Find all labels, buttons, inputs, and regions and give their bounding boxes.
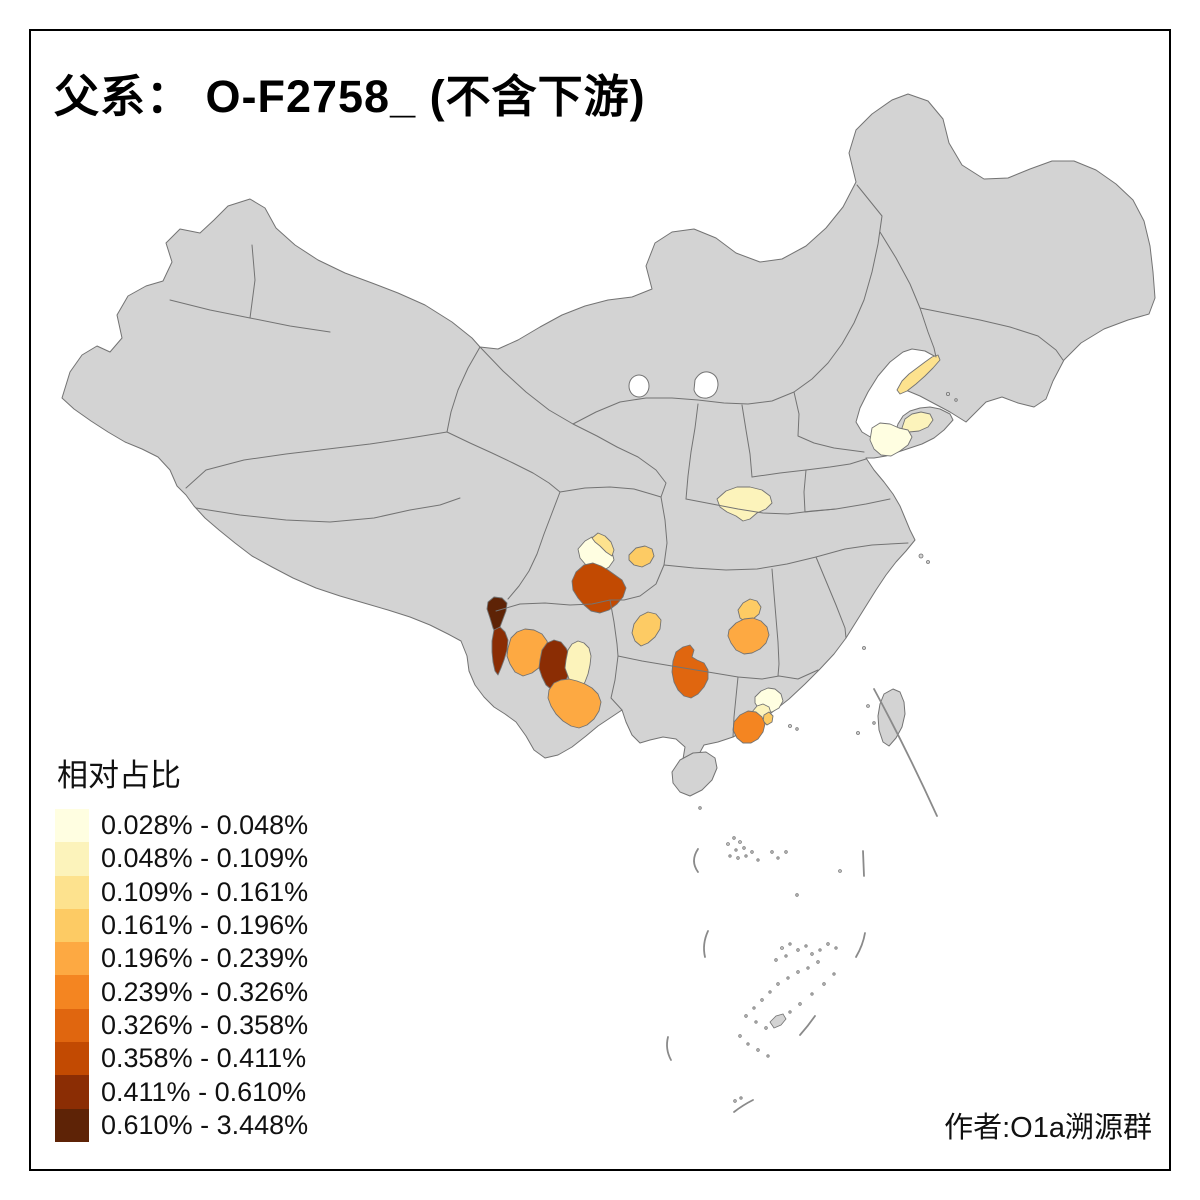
- legend-swatch: [55, 1042, 89, 1076]
- legend-items: 0.028% - 0.048% 0.048% - 0.109% 0.109% - 0…: [55, 809, 308, 1142]
- highlighted-regions: [486, 354, 941, 744]
- legend-swatch: [55, 942, 89, 976]
- lake: [628, 374, 650, 398]
- map-region-highlight: [591, 532, 615, 557]
- coastal-islands: [698, 391, 958, 810]
- legend-item: 0.196% - 0.239%: [55, 942, 309, 976]
- legend-item: 0.109% - 0.161%: [55, 875, 309, 909]
- lake: [693, 371, 719, 399]
- page-title: 父系： O-F2758_ (不含下游): [54, 71, 646, 122]
- legend-item: 0.326% - 0.358%: [55, 1008, 309, 1043]
- legend-item: 0.028% - 0.048%: [55, 809, 309, 843]
- province-boundaries: [169, 184, 1064, 738]
- lakes: [628, 371, 719, 399]
- china-mainland: [61, 93, 1156, 765]
- legend-swatch: [55, 908, 89, 943]
- legend-label: 0.358% - 0.411%: [101, 1043, 307, 1074]
- legend-item: 0.358% - 0.411%: [55, 1042, 308, 1076]
- legend-swatch: [55, 842, 89, 876]
- legend-label: 0.196% - 0.239%: [101, 943, 309, 974]
- map-region-highlight: [628, 545, 655, 568]
- plot-frame: [29, 29, 1171, 1171]
- legend-swatch: [55, 975, 89, 1009]
- taiwan-island: [877, 688, 906, 747]
- map-region-highlight: [727, 617, 770, 655]
- legend: 相对占比 0.028% - 0.048% 0.048% - 0.109% 0.109…: [55, 750, 308, 1142]
- legend-label: 0.411% - 0.610%: [101, 1076, 307, 1107]
- legend-label: 0.109% - 0.161%: [101, 876, 309, 907]
- map-region-highlight: [716, 486, 773, 522]
- legend-label: 0.326% - 0.358%: [101, 1009, 309, 1040]
- legend-swatch: [55, 1108, 89, 1142]
- map-region-highlight: [869, 422, 913, 457]
- map-region-highlight: [631, 611, 662, 647]
- map-region-highlight: [896, 354, 941, 395]
- legend-swatch: [55, 809, 89, 843]
- legend-item: 0.411% - 0.610%: [55, 1075, 308, 1109]
- legend-title: 相对占比: [57, 758, 181, 793]
- legend-label: 0.028% - 0.048%: [101, 810, 309, 841]
- legend-item: 0.610% - 3.448%: [55, 1108, 309, 1142]
- legend-label: 0.048% - 0.109%: [101, 843, 309, 874]
- map-region-highlight: [547, 678, 602, 729]
- legend-label: 0.239% - 0.326%: [101, 976, 309, 1007]
- legend-label: 0.610% - 3.448%: [101, 1109, 309, 1140]
- map-region-highlight: [732, 710, 766, 744]
- nine-dash-line: [666, 688, 938, 1113]
- south-china-sea-islands: [726, 836, 842, 1103]
- hainan-island: [671, 751, 718, 797]
- island: [769, 1013, 787, 1029]
- legend-item: 0.048% - 0.109%: [55, 842, 309, 876]
- legend-swatch: [55, 1075, 89, 1109]
- legend-item: 0.161% - 0.196%: [55, 908, 309, 943]
- legend-item: 0.239% - 0.326%: [55, 975, 309, 1009]
- legend-swatch: [55, 1008, 89, 1043]
- legend-swatch: [55, 875, 89, 909]
- map-region-highlight: [491, 626, 509, 676]
- author-credit: 作者:O1a溯源群: [944, 1112, 1152, 1144]
- legend-label: 0.161% - 0.196%: [101, 910, 309, 941]
- map-region-highlight: [671, 644, 709, 699]
